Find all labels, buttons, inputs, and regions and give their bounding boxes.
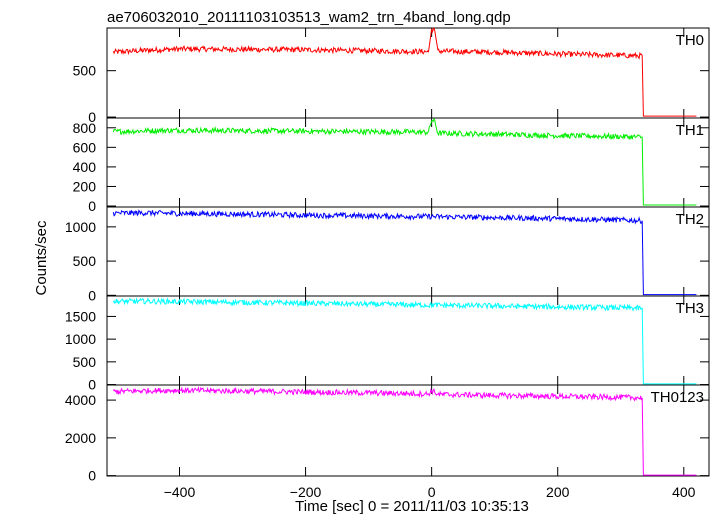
x-tick-label-400: 400 bbox=[672, 484, 696, 500]
y-tick-label-TH3-1500: 1500 bbox=[65, 308, 96, 324]
x-tick-label--200: −200 bbox=[290, 484, 322, 500]
panel-frame-TH0123 bbox=[106, 384, 710, 477]
y-axis-label: Counts/sec bbox=[33, 220, 50, 296]
y-tick-label-TH0123-0: 0 bbox=[88, 468, 96, 484]
y-tick-label-TH1-200: 200 bbox=[73, 178, 97, 194]
series-line-TH1 bbox=[112, 117, 697, 206]
y-tick-label-TH2-0: 0 bbox=[88, 287, 96, 303]
panel-frame-TH2 bbox=[106, 206, 710, 297]
y-tick-label-TH1-400: 400 bbox=[73, 159, 97, 175]
y-tick-label-TH0-0: 0 bbox=[88, 109, 96, 125]
panel-frame-TH0 bbox=[106, 27, 710, 119]
series-line-TH0123 bbox=[112, 386, 697, 476]
y-tick-label-TH0123-2000: 2000 bbox=[65, 430, 96, 446]
y-tick-label-TH0123-4000: 4000 bbox=[65, 392, 96, 408]
chart-title: ae706032010_20111103103513_wam2_trn_4ban… bbox=[107, 9, 511, 26]
y-tick-label-TH1-800: 800 bbox=[73, 120, 97, 136]
y-tick-label-TH0-500: 500 bbox=[73, 63, 97, 79]
panel-label-TH1: TH1 bbox=[676, 122, 704, 139]
series-line-TH3 bbox=[112, 296, 697, 385]
series-line-TH2 bbox=[112, 209, 697, 296]
y-tick-label-TH2-500: 500 bbox=[73, 253, 97, 269]
x-tick-label-200: 200 bbox=[546, 484, 570, 500]
series-line-TH0 bbox=[112, 27, 697, 117]
panel-label-TH0: TH0 bbox=[676, 32, 704, 49]
y-tick-label-TH1-0: 0 bbox=[88, 198, 96, 214]
y-tick-label-TH1-600: 600 bbox=[73, 139, 97, 155]
x-tick-label-0: 0 bbox=[428, 484, 436, 500]
y-tick-label-TH3-1000: 1000 bbox=[65, 331, 96, 347]
y-tick-label-TH3-0: 0 bbox=[88, 377, 96, 393]
y-tick-label-TH2-1000: 1000 bbox=[65, 219, 96, 235]
x-axis-label: Time [sec] 0 = 2011/11/03 10:35:13 bbox=[295, 498, 529, 515]
panels: 0 500 TH0 0 200 400 600 800 TH1 0 500 1000 TH2 0 500 10… bbox=[65, 27, 710, 500]
panel-label-TH3: TH3 bbox=[676, 300, 704, 317]
y-tick-label-TH3-500: 500 bbox=[73, 354, 97, 370]
panel-label-TH0123: TH0123 bbox=[651, 389, 704, 406]
x-tick-label--400: −400 bbox=[164, 484, 196, 500]
panel-label-TH2: TH2 bbox=[676, 211, 704, 228]
